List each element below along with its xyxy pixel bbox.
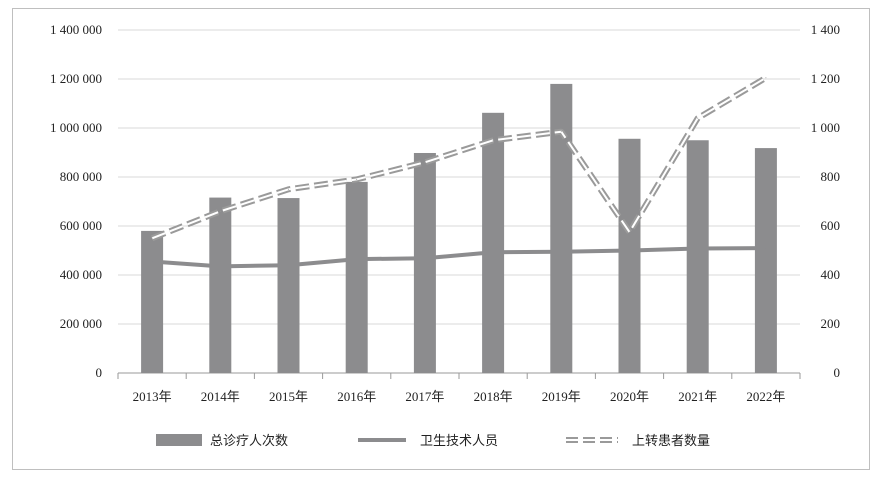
line-point	[288, 264, 289, 266]
right-y-tick-label: 600	[821, 218, 841, 233]
right-y-tick-label: 800	[821, 169, 841, 184]
line-point	[697, 248, 699, 250]
bar	[482, 112, 505, 373]
right-y-tick-label: 0	[834, 365, 841, 380]
dashed-point	[697, 117, 699, 119]
left-y-tick-label: 800 000	[60, 169, 102, 184]
bar	[686, 140, 709, 373]
line-point	[560, 251, 562, 253]
legend-label-bar: 总诊疗人次数	[210, 433, 288, 449]
legend-item-bar: 总诊疗人次数	[156, 433, 288, 449]
bar	[550, 83, 573, 374]
line-point	[492, 251, 494, 253]
x-tick-label: 2013年	[133, 389, 172, 404]
x-tick-label: 2018年	[474, 389, 513, 404]
dashed-point	[560, 131, 562, 133]
x-tick-label: 2016年	[337, 389, 376, 404]
gridlines	[117, 29, 801, 379]
legend: 总诊疗人次数 卫生技术人员 上转患者数量	[156, 433, 710, 449]
bar	[345, 181, 368, 373]
bar	[754, 148, 777, 373]
left-y-axis-ticks: 0 200 000 400 000 600 000 800 000 1 000 000 1 …	[50, 22, 102, 380]
right-y-tick-label: 200	[821, 316, 841, 331]
dashed-point	[424, 161, 426, 163]
bar	[141, 230, 164, 373]
bar	[277, 198, 300, 373]
right-y-tick-label: 400	[821, 267, 841, 282]
right-y-tick-label: 1 000	[811, 120, 840, 135]
x-tick-label: 2019年	[542, 389, 581, 404]
x-tick-label: 2021年	[678, 389, 717, 404]
dashed-point	[492, 139, 494, 141]
legend-label-dashed: 上转患者数量	[632, 434, 710, 449]
right-y-tick-label: 1 200	[811, 71, 840, 86]
legend-item-dashed: 上转患者数量	[566, 434, 710, 449]
line-point	[356, 258, 358, 260]
x-tick-label: 2017年	[405, 389, 444, 404]
left-y-tick-label: 1 000 000	[50, 120, 102, 135]
dashed-point	[629, 231, 630, 233]
legend-label-line: 卫生技术人员	[420, 434, 498, 449]
x-tick-label: 2022年	[746, 389, 785, 404]
line-point	[424, 257, 426, 259]
line-series	[150, 75, 768, 269]
x-tick-label: 2020年	[610, 389, 649, 404]
x-tick-label: 2015年	[269, 389, 308, 404]
left-y-tick-label: 600 000	[60, 218, 102, 233]
bar	[618, 138, 641, 373]
line-point	[629, 250, 630, 251]
right-y-tick-label: 1 400	[811, 22, 840, 37]
line-series-dashed-inner	[151, 76, 767, 240]
left-y-tick-label: 1 200 000	[50, 71, 102, 86]
x-tick-label: 2014年	[201, 389, 240, 404]
line-point	[151, 261, 153, 263]
dashed-point	[288, 188, 289, 190]
left-y-tick-label: 0	[96, 365, 103, 380]
legend-swatch-bar	[156, 434, 202, 446]
line-point	[219, 265, 221, 267]
bar	[209, 197, 232, 373]
dashed-point	[356, 178, 358, 180]
x-axis-ticks: 2013年 2014年 2015年 2016年 2017年 2018年 2019年 2020年…	[133, 389, 786, 404]
dashed-point	[219, 210, 221, 212]
bar-series	[141, 83, 777, 374]
left-y-tick-label: 1 400 000	[50, 22, 102, 37]
line-series-solid	[151, 246, 766, 269]
dashed-point	[151, 237, 153, 239]
left-y-tick-label: 200 000	[60, 316, 102, 331]
right-y-axis-ticks: 0 200 400 600 800 1 000 1 200 1 400	[811, 22, 840, 380]
bar	[413, 152, 436, 373]
line-point	[765, 247, 767, 249]
left-y-tick-label: 400 000	[60, 267, 102, 282]
legend-item-line: 卫生技术人员	[358, 434, 498, 449]
dashed-point	[765, 77, 767, 79]
